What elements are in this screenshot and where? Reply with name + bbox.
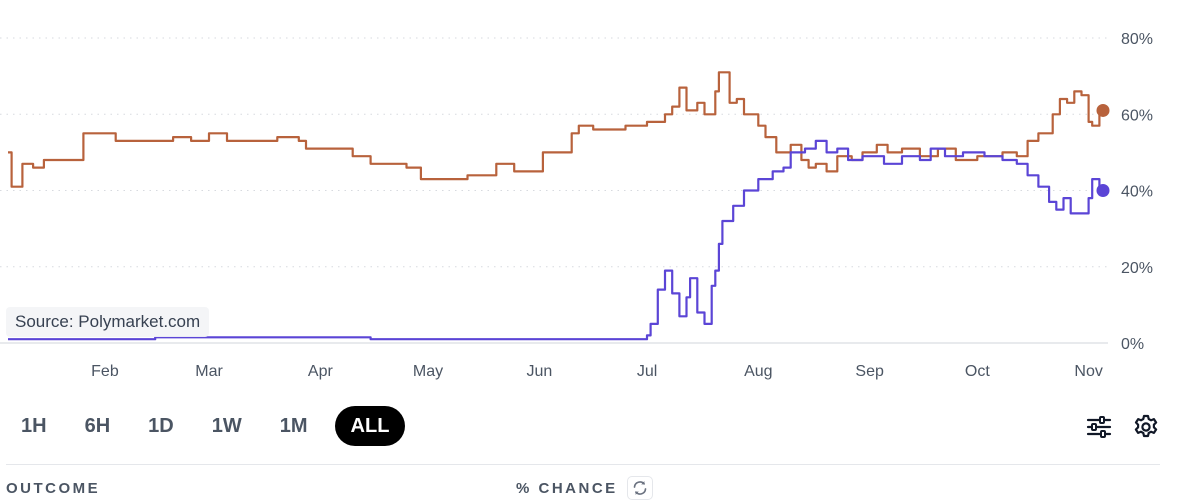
x-tick-label: Aug: [744, 363, 772, 380]
source-label: Source: Polymarket.com: [6, 307, 210, 337]
x-tick-label: Jul: [637, 363, 657, 380]
range-6h-button[interactable]: 6H: [84, 415, 111, 437]
x-tick-label: Jun: [526, 363, 552, 380]
range-1h-button[interactable]: 1H: [21, 415, 47, 437]
range-1m-button[interactable]: 1M: [279, 415, 308, 437]
y-tick-label: 40%: [1121, 184, 1153, 201]
outcome-column-header: OUTCOME: [6, 480, 101, 497]
range-1d-button[interactable]: 1D: [148, 415, 174, 437]
grid-lines: [0, 37, 1108, 344]
x-tick-label: Sep: [855, 363, 884, 380]
refresh-icon[interactable]: [627, 476, 653, 500]
y-tick-label: 60%: [1121, 107, 1153, 124]
end-markers: [1096, 103, 1110, 197]
gear-icon[interactable]: [1133, 414, 1159, 440]
y-axis: 80% 60% 40% 20% 0%: [1121, 31, 1153, 353]
time-range-selector: 1H 6H 1D 1W 1M ALL: [10, 406, 421, 446]
chance-column-header: % CHANCE: [516, 480, 618, 497]
x-tick-label: Feb: [91, 363, 119, 380]
series-line-1: [8, 139, 1105, 341]
x-axis: Feb Mar Apr May Jun Jul Aug Sep Oct Nov: [91, 363, 1103, 380]
x-tick-label: Nov: [1074, 363, 1102, 380]
range-1w-button[interactable]: 1W: [211, 415, 242, 437]
y-tick-label: 0%: [1121, 336, 1144, 353]
x-tick-label: Mar: [195, 363, 223, 380]
chart-series: [8, 71, 1105, 341]
range-all-button[interactable]: ALL: [334, 406, 406, 446]
series-end-marker-0: [1096, 103, 1110, 117]
x-tick-label: Oct: [965, 363, 990, 380]
y-tick-label: 80%: [1121, 31, 1153, 48]
table-divider: [6, 464, 1160, 465]
series-line-0: [8, 71, 1105, 188]
price-chart[interactable]: 80% 60% 40% 20% 0% Feb Mar Apr May Jun Jul Aug Sep O…: [0, 0, 1200, 400]
filter-sliders-icon[interactable]: [1086, 414, 1112, 440]
series-end-marker-1: [1096, 184, 1110, 197]
y-tick-label: 20%: [1121, 260, 1153, 277]
x-tick-label: Apr: [308, 363, 334, 380]
x-tick-label: May: [413, 363, 443, 380]
